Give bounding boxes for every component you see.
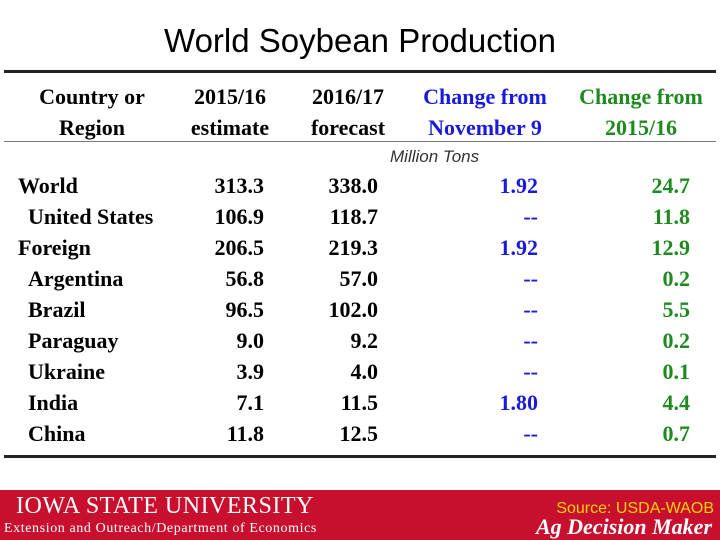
- table-row: India 7.1 11.5 1.80 4.4: [4, 387, 716, 418]
- row-2016: 4.0: [350, 359, 379, 384]
- source-label: Source: USDA-WAOB: [556, 500, 714, 517]
- row-name: Ukraine: [28, 359, 105, 384]
- row-change-prev: 0.1: [662, 359, 691, 384]
- row-change-prev: 11.8: [652, 204, 690, 229]
- row-2015: 9.0: [236, 328, 265, 353]
- row-change-nov: --: [523, 266, 538, 291]
- row-2016: 12.5: [339, 421, 379, 446]
- row-2015: 11.8: [226, 421, 264, 446]
- ag-decision-maker-logo: Ag Decision Maker: [536, 514, 712, 539]
- row-change-nov: 1.92: [499, 235, 539, 260]
- row-change-nov: --: [523, 328, 538, 353]
- table-row: Paraguay 9.0 9.2 -- 0.2: [4, 325, 716, 356]
- row-change-nov: 1.80: [499, 390, 539, 415]
- row-2016: 9.2: [350, 328, 379, 353]
- row-2015: 56.8: [225, 266, 265, 291]
- header-change-prev: Change from 2015/16: [566, 81, 716, 143]
- row-2016: 11.5: [340, 390, 378, 415]
- row-2015: 206.5: [214, 235, 265, 260]
- row-change-nov: --: [523, 297, 538, 322]
- header-2015-line2: estimate: [190, 115, 270, 140]
- row-name: Brazil: [28, 297, 86, 322]
- header-divider: [4, 141, 716, 142]
- header-country-line2: Region: [59, 115, 125, 140]
- row-2016: 118.7: [329, 204, 378, 229]
- row-name: India: [28, 390, 79, 415]
- row-2015: 313.3: [214, 173, 265, 198]
- row-2015: 7.1: [236, 390, 265, 415]
- table-row: World 313.3 338.0 1.92 24.7: [4, 170, 716, 201]
- row-change-nov: --: [523, 421, 538, 446]
- header-2016-line1: 2016/17: [311, 84, 385, 109]
- header-change-nov: Change from November 9: [408, 81, 562, 143]
- header-change-prev-line2: 2015/16: [604, 115, 678, 140]
- row-2015: 96.5: [225, 297, 265, 322]
- table-row: China 11.8 12.5 -- 0.7: [4, 418, 716, 449]
- row-2015: 106.9: [214, 204, 265, 229]
- production-table: Country or Region 2015/16 estimate 2016/…: [4, 70, 716, 458]
- header-2016: 2016/17 forecast: [296, 81, 400, 143]
- row-name: Argentina: [28, 266, 124, 291]
- header-2015: 2015/16 estimate: [178, 81, 282, 143]
- row-change-prev: 12.9: [651, 235, 691, 260]
- row-2015: 3.9: [236, 359, 265, 384]
- row-2016: 219.3: [328, 235, 379, 260]
- row-name: World: [18, 173, 78, 198]
- row-name: Foreign: [18, 235, 91, 260]
- table-row: United States 106.9 118.7 -- 11.8: [4, 201, 716, 232]
- table-row: Foreign 206.5 219.3 1.92 12.9: [4, 232, 716, 263]
- row-name: United States: [28, 204, 154, 229]
- row-change-nov: --: [523, 204, 538, 229]
- row-change-nov: 1.92: [499, 173, 539, 198]
- row-change-prev: 5.5: [662, 297, 691, 322]
- header-country: Country or Region: [12, 81, 172, 143]
- isu-logo: IOWA STATE UNIVERSITY: [16, 493, 314, 519]
- table-row: Brazil 96.5 102.0 -- 5.5: [4, 294, 716, 325]
- row-change-prev: 0.2: [662, 266, 691, 291]
- table-row: Argentina 56.8 57.0 -- 0.2: [4, 263, 716, 294]
- header-change-nov-line2: November 9: [428, 115, 542, 140]
- row-2016: 102.0: [328, 297, 379, 322]
- table-row: Ukraine 3.9 4.0 -- 0.1: [4, 356, 716, 387]
- header-change-prev-line1: Change from: [579, 84, 703, 109]
- header-country-line1: Country or: [39, 84, 145, 109]
- row-2016: 338.0: [328, 173, 379, 198]
- row-change-prev: 0.7: [662, 421, 691, 446]
- row-change-prev: 0.2: [662, 328, 691, 353]
- header-2015-line1: 2015/16: [193, 84, 267, 109]
- units-label: Million Tons: [390, 147, 480, 166]
- row-2016: 57.0: [339, 266, 379, 291]
- department-label: Extension and Outreach/Department of Eco…: [4, 521, 317, 536]
- row-name: China: [28, 421, 86, 446]
- footer-bar: IOWA STATE UNIVERSITY Extension and Outr…: [0, 490, 720, 540]
- row-change-nov: --: [523, 359, 538, 384]
- header-change-nov-line1: Change from: [423, 84, 547, 109]
- row-change-prev: 4.4: [662, 390, 691, 415]
- header-2016-line2: forecast: [310, 115, 386, 140]
- row-change-prev: 24.7: [651, 173, 691, 198]
- row-name: Paraguay: [28, 328, 119, 353]
- slide-title: World Soybean Production: [164, 22, 556, 59]
